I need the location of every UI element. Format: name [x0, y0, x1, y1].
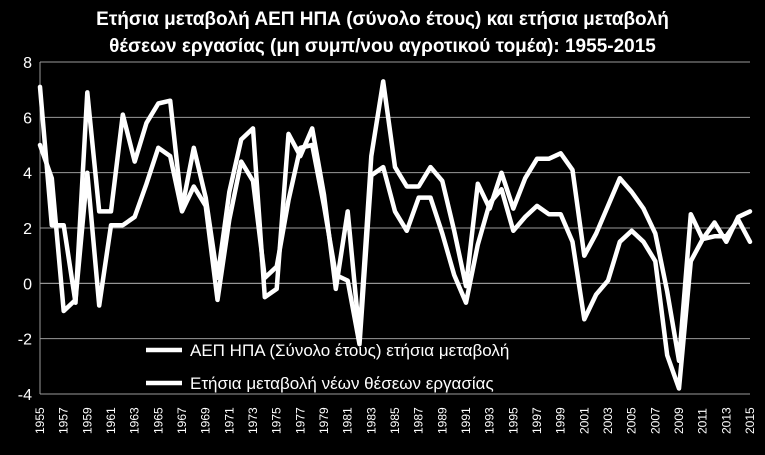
legend-label-1: ΑΕΠ ΗΠΑ (Σύνολο έτους) ετήσια μεταβολή [190, 341, 509, 360]
x-axis-tick-labels: 1955 1957 1959 1961 1963 1965 1967 1969 1971 1973… [33, 407, 757, 434]
x-tick-label: 1987 [412, 407, 426, 434]
x-tick-label: 1983 [364, 407, 378, 434]
x-tick-label: 1995 [506, 407, 520, 434]
x-tick-label: 1955 [33, 407, 47, 434]
x-tick-label: 1965 [151, 407, 165, 434]
x-tick-label: 1993 [483, 407, 497, 434]
legend: ΑΕΠ ΗΠΑ (Σύνολο έτους) ετήσια μεταβολή Ετ… [146, 341, 509, 393]
y-tick-label: -4 [18, 387, 32, 404]
y-tick-label: 6 [23, 110, 32, 127]
y-tick-label: 0 [23, 276, 32, 293]
y-tick-label: 4 [23, 166, 32, 183]
x-tick-label: 1973 [246, 407, 260, 434]
x-tick-label: 1977 [293, 407, 307, 434]
x-tick-label: 1999 [554, 407, 568, 434]
x-tick-label: 1963 [128, 407, 142, 434]
x-tick-label: 1989 [435, 407, 449, 434]
y-tick-label: 2 [23, 221, 32, 238]
x-tick-label: 2001 [577, 407, 591, 434]
x-tick-label: 2007 [648, 407, 662, 434]
series-line-1 [37, 79, 753, 364]
x-tick-label: 1971 [222, 407, 236, 434]
chart-title-line-1: Ετήσια μεταβολή ΑΕΠ ΗΠΑ (σύνολο έτους) κ… [96, 9, 669, 30]
y-tick-label: 8 [23, 55, 32, 72]
x-tick-label: 1967 [175, 407, 189, 434]
x-tick-label: 2005 [625, 407, 639, 434]
axes [39, 62, 750, 394]
chart-title: Ετήσια μεταβολή ΑΕΠ ΗΠΑ (σύνολο έτους) κ… [0, 6, 765, 60]
chart-title-line-2: θέσεων εργασίας (μη συμπ/νου αγροτικού τ… [109, 36, 656, 57]
x-tick-label: 1985 [388, 407, 402, 434]
x-tick-label: 1997 [530, 407, 544, 434]
x-tick-label: 1991 [459, 407, 473, 434]
x-tick-label: 1969 [199, 407, 213, 434]
x-tick-label: 2009 [672, 407, 686, 434]
x-tick-label: 1959 [80, 407, 94, 434]
x-tick-label: 2015 [743, 407, 757, 434]
y-tick-label: -2 [18, 332, 32, 349]
series-line-2 [37, 142, 753, 391]
x-tick-label: 2003 [601, 407, 615, 434]
x-tick-label: 2013 [719, 407, 733, 434]
x-tick-label: 1981 [341, 407, 355, 434]
y-axis-tick-labels: -4 -2 0 2 4 6 8 [18, 55, 32, 404]
x-tick-label: 1961 [104, 407, 118, 434]
series-lines [37, 79, 753, 391]
x-tick-label: 1957 [57, 407, 71, 434]
legend-label-2: Ετήσια μεταβολή νέων θέσεων εργασίας [190, 374, 494, 393]
x-tick-label: 1975 [270, 407, 284, 434]
x-tick-label: 1979 [317, 407, 331, 434]
x-tick-label: 2011 [696, 408, 710, 434]
